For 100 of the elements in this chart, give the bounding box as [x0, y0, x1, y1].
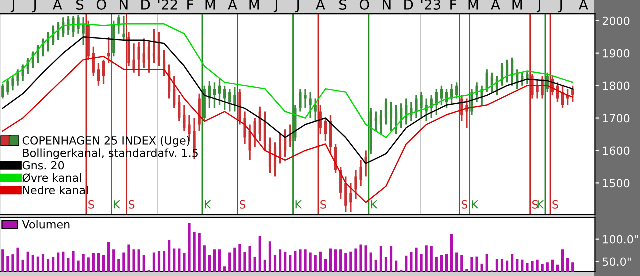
candlestick [420, 91, 423, 120]
candlestick [92, 46, 95, 77]
candlestick [572, 84, 574, 103]
candlestick [304, 88, 307, 110]
candlestick [244, 110, 246, 146]
legend-label: Volumen [22, 220, 70, 229]
ref-line-label: S [320, 200, 326, 209]
candlestick [299, 88, 302, 113]
candlestick [284, 128, 287, 158]
x-tick-label: J [558, 0, 562, 13]
candlestick [178, 94, 181, 122]
candlestick [67, 15, 70, 36]
x-tick-label: D [142, 0, 150, 10]
candlestick [142, 38, 146, 69]
x-tick-label: A [316, 0, 326, 10]
candlestick [138, 41, 140, 77]
x-tick-label: M [250, 0, 259, 10]
candlestick [506, 59, 509, 84]
y-tick-label: 1800 [603, 82, 630, 90]
x-tick-label: J [296, 0, 300, 13]
candlestick [390, 101, 393, 132]
x-tick-label: N [120, 0, 128, 10]
ref-line-label: S [532, 200, 538, 209]
candlestick [526, 70, 529, 86]
candlestick [12, 75, 14, 92]
candlestick [360, 160, 362, 188]
x-tick-label: M [512, 0, 522, 10]
candlestick [440, 84, 444, 106]
ref-line-label: S [240, 200, 246, 209]
candlestick [2, 83, 4, 100]
candlestick [132, 42, 136, 74]
candlestick [324, 117, 327, 142]
candlestick [380, 109, 382, 136]
candlestick [158, 31, 161, 68]
candlestick [224, 84, 226, 111]
ref-line-label: S [88, 200, 94, 209]
x-tick-label: M [468, 0, 478, 10]
candlestick [72, 15, 75, 38]
candlestick [102, 59, 106, 86]
candlestick [77, 14, 80, 35]
y-tick-label: 1500 [603, 179, 630, 188]
candlestick [16, 68, 20, 87]
x-tick-label: J [32, 0, 36, 13]
legend-label: Gns. 20 [22, 161, 64, 170]
ref-line-label: K [296, 200, 302, 209]
candlestick [6, 78, 10, 96]
candlestick [344, 176, 348, 214]
x-tick-label: N [383, 0, 391, 10]
candlestick [173, 75, 176, 110]
x-tick-label: A [53, 0, 62, 10]
candlestick [476, 82, 478, 103]
x-tick-label: J [10, 0, 14, 13]
ref-line-label: K [371, 200, 378, 209]
candlestick [234, 86, 236, 113]
x-tick-label: F [450, 0, 456, 10]
x-tick-label: J [274, 0, 278, 13]
ref-line-label: K [114, 200, 121, 209]
candlestick [218, 78, 222, 106]
candlestick [384, 98, 388, 126]
candlestick [248, 124, 252, 162]
candlestick [148, 41, 150, 74]
candlestick [309, 91, 312, 120]
candlestick [268, 136, 272, 174]
candlestick [456, 82, 458, 100]
legend-label: Øvre kanal [22, 174, 82, 182]
y-tick-label: 2000 [602, 16, 630, 26]
candlestick [228, 88, 232, 113]
candlestick [354, 169, 358, 200]
y-tick-label: 1700 [603, 114, 630, 123]
y-tick-label: 100.0" [603, 235, 638, 244]
x-tick-label: D [404, 0, 414, 10]
candlestick [350, 182, 352, 214]
ref-line-label: S [462, 200, 468, 209]
candlestick [486, 68, 488, 94]
candlestick [264, 110, 266, 152]
candlestick [97, 62, 100, 87]
candlestick [183, 104, 186, 132]
x-tick-label: J [536, 0, 540, 13]
y-tick-label: 1600 [603, 146, 630, 156]
candlestick [213, 82, 216, 110]
x-tick-label: F [188, 0, 194, 10]
x-tick-label: A [228, 0, 238, 10]
ref-line-label: K [205, 200, 212, 209]
ref-line-label: K [538, 200, 544, 209]
candlestick [188, 114, 191, 142]
candlestick [279, 134, 282, 165]
y-tick-label: 1900 [603, 49, 630, 58]
x-tick-label: M [206, 0, 216, 10]
candlestick [400, 102, 403, 129]
candlestick [314, 98, 317, 122]
x-tick-label: A [579, 0, 588, 10]
candlestick [395, 104, 398, 136]
ref-line-label: S [552, 200, 558, 209]
ref-line-label: S [128, 200, 135, 209]
y-tick-label: 50.0" [603, 258, 631, 266]
candlestick [254, 117, 256, 148]
candlestick [536, 78, 539, 100]
ref-line-label: K [472, 200, 479, 209]
candlestick [415, 94, 418, 120]
x-tick-label: A [491, 0, 500, 10]
